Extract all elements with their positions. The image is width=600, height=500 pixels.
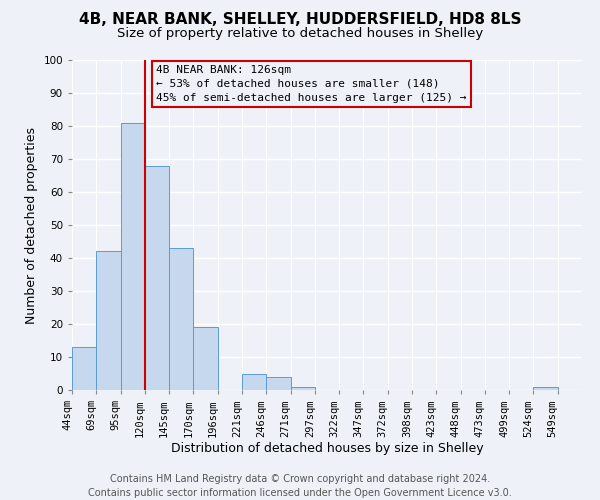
Bar [121, 122, 145, 390]
Text: 4B NEAR BANK: 126sqm
← 53% of detached houses are smaller (148)
45% of semi-deta: 4B NEAR BANK: 126sqm ← 53% of detached h… [156, 65, 467, 103]
Bar [169, 248, 193, 390]
Bar [242, 374, 266, 390]
Bar [290, 386, 315, 390]
Y-axis label: Number of detached properties: Number of detached properties [25, 126, 38, 324]
X-axis label: Distribution of detached houses by size in Shelley: Distribution of detached houses by size … [170, 442, 484, 455]
Bar [96, 252, 121, 390]
Bar [266, 377, 290, 390]
Text: 4B, NEAR BANK, SHELLEY, HUDDERSFIELD, HD8 8LS: 4B, NEAR BANK, SHELLEY, HUDDERSFIELD, HD… [79, 12, 521, 28]
Text: Contains HM Land Registry data © Crown copyright and database right 2024.
Contai: Contains HM Land Registry data © Crown c… [88, 474, 512, 498]
Text: Size of property relative to detached houses in Shelley: Size of property relative to detached ho… [117, 28, 483, 40]
Bar [193, 328, 218, 390]
Bar [72, 347, 96, 390]
Bar [145, 166, 169, 390]
Bar [533, 386, 558, 390]
